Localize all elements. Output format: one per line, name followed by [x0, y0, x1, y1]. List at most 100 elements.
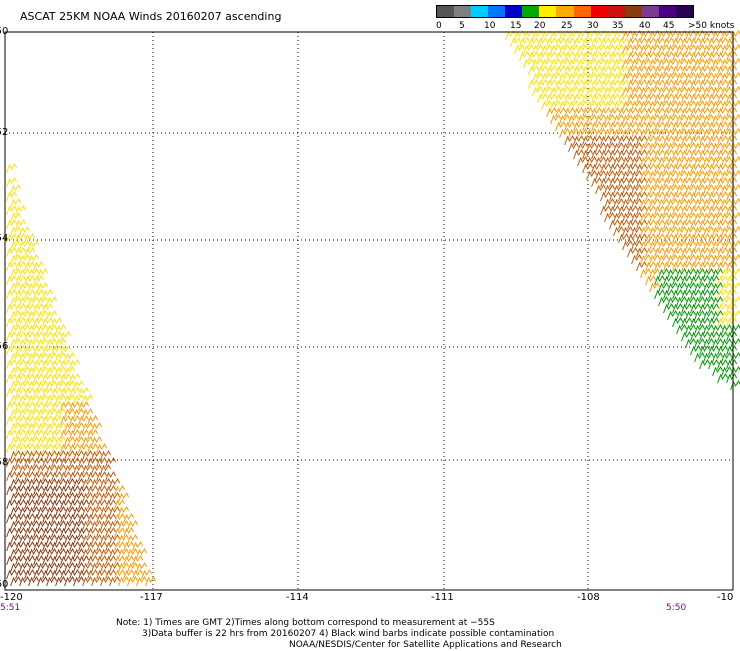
wind-barb	[699, 274, 711, 286]
wind-barb	[694, 239, 706, 251]
wind-barb	[60, 358, 72, 370]
wind-barb	[703, 155, 715, 167]
wind-barb	[42, 498, 54, 510]
wind-barb	[631, 211, 643, 223]
wind-barb	[91, 533, 103, 545]
wind-barb	[46, 295, 58, 307]
wind-barb	[51, 386, 63, 398]
wind-barb	[622, 85, 634, 97]
wind-barb	[10, 351, 22, 363]
wind-barb	[586, 113, 598, 125]
wind-barb	[10, 547, 22, 559]
wind-barb	[69, 484, 81, 496]
wind-barb	[15, 498, 27, 510]
wind-barb	[15, 302, 27, 314]
wind-barb	[694, 99, 706, 111]
wind-barb	[10, 253, 22, 265]
wind-barb	[676, 197, 688, 209]
wind-barb	[33, 386, 45, 398]
wind-barb	[46, 351, 58, 363]
wind-barb	[627, 148, 639, 160]
wind-barb	[636, 218, 648, 230]
wind-barb	[118, 519, 130, 531]
wind-barb	[672, 232, 684, 244]
wind-barb	[658, 43, 670, 55]
wind-barb	[654, 78, 666, 90]
wind-barb	[645, 120, 657, 132]
wind-barb	[24, 288, 36, 300]
wind-barb	[64, 505, 76, 517]
wind-barb	[726, 358, 738, 370]
wind-barb	[712, 351, 724, 363]
x-tick-label: -114	[286, 592, 309, 603]
wind-barb	[6, 540, 18, 552]
wind-barb	[699, 218, 711, 230]
wind-barb	[55, 337, 67, 349]
wind-barb	[564, 64, 576, 76]
wind-barb	[708, 288, 720, 300]
wind-barb	[721, 43, 733, 55]
wind-barb	[10, 435, 22, 447]
legend-label: 5	[459, 21, 465, 31]
wind-barb	[37, 337, 49, 349]
wind-barb	[46, 421, 58, 433]
wind-barb	[667, 85, 679, 97]
wind-barb	[649, 85, 661, 97]
wind-barb	[685, 225, 697, 237]
y-tick-label: -50	[0, 26, 9, 37]
wind-barb	[6, 414, 18, 426]
wind-barb	[19, 253, 31, 265]
wind-barb	[550, 43, 562, 55]
wind-barb	[51, 526, 63, 538]
wind-barb	[640, 267, 652, 279]
wind-barb	[694, 337, 706, 349]
wind-barb	[667, 99, 679, 111]
wind-barb	[559, 71, 571, 83]
wind-barb	[127, 519, 139, 531]
wind-barb	[636, 246, 648, 258]
wind-barb	[595, 57, 607, 69]
wind-barb	[681, 274, 693, 286]
wind-barb	[42, 512, 54, 524]
wind-barb	[15, 344, 27, 356]
wind-barb	[24, 386, 36, 398]
wind-barb	[699, 50, 711, 62]
wind-barb	[622, 71, 634, 83]
wind-barb	[46, 505, 58, 517]
wind-barb	[591, 176, 603, 188]
wind-barb	[46, 561, 58, 573]
wind-barb	[51, 372, 63, 384]
legend-label: >50 knots	[688, 21, 735, 31]
wind-barb	[568, 113, 580, 125]
wind-barb	[55, 491, 67, 503]
wind-barb	[109, 547, 121, 559]
wind-barb	[24, 372, 36, 384]
wind-barb	[717, 148, 729, 160]
wind-barb	[69, 540, 81, 552]
wind-barb	[663, 162, 675, 174]
wind-barb	[717, 260, 729, 272]
wind-barb	[73, 575, 85, 587]
wind-barb	[28, 547, 40, 559]
wind-barb	[582, 64, 594, 76]
legend-label: 40	[639, 21, 651, 31]
wind-barb	[24, 554, 36, 566]
wind-barb	[55, 477, 67, 489]
wind-barb	[627, 176, 639, 188]
wind-barb	[118, 561, 130, 573]
wind-barb	[636, 64, 648, 76]
wind-barb	[681, 260, 693, 272]
legend-label: 30	[587, 21, 599, 31]
wind-barb	[658, 197, 670, 209]
wind-barb	[19, 351, 31, 363]
wind-barb	[87, 498, 99, 510]
wind-barb	[618, 50, 630, 62]
wind-barb	[694, 85, 706, 97]
wind-barb	[10, 533, 22, 545]
wind-barb	[73, 393, 85, 405]
wind-barb	[667, 127, 679, 139]
wind-barb	[649, 127, 661, 139]
wind-barb	[622, 183, 634, 195]
wind-barb	[19, 407, 31, 419]
wind-barb	[703, 197, 715, 209]
